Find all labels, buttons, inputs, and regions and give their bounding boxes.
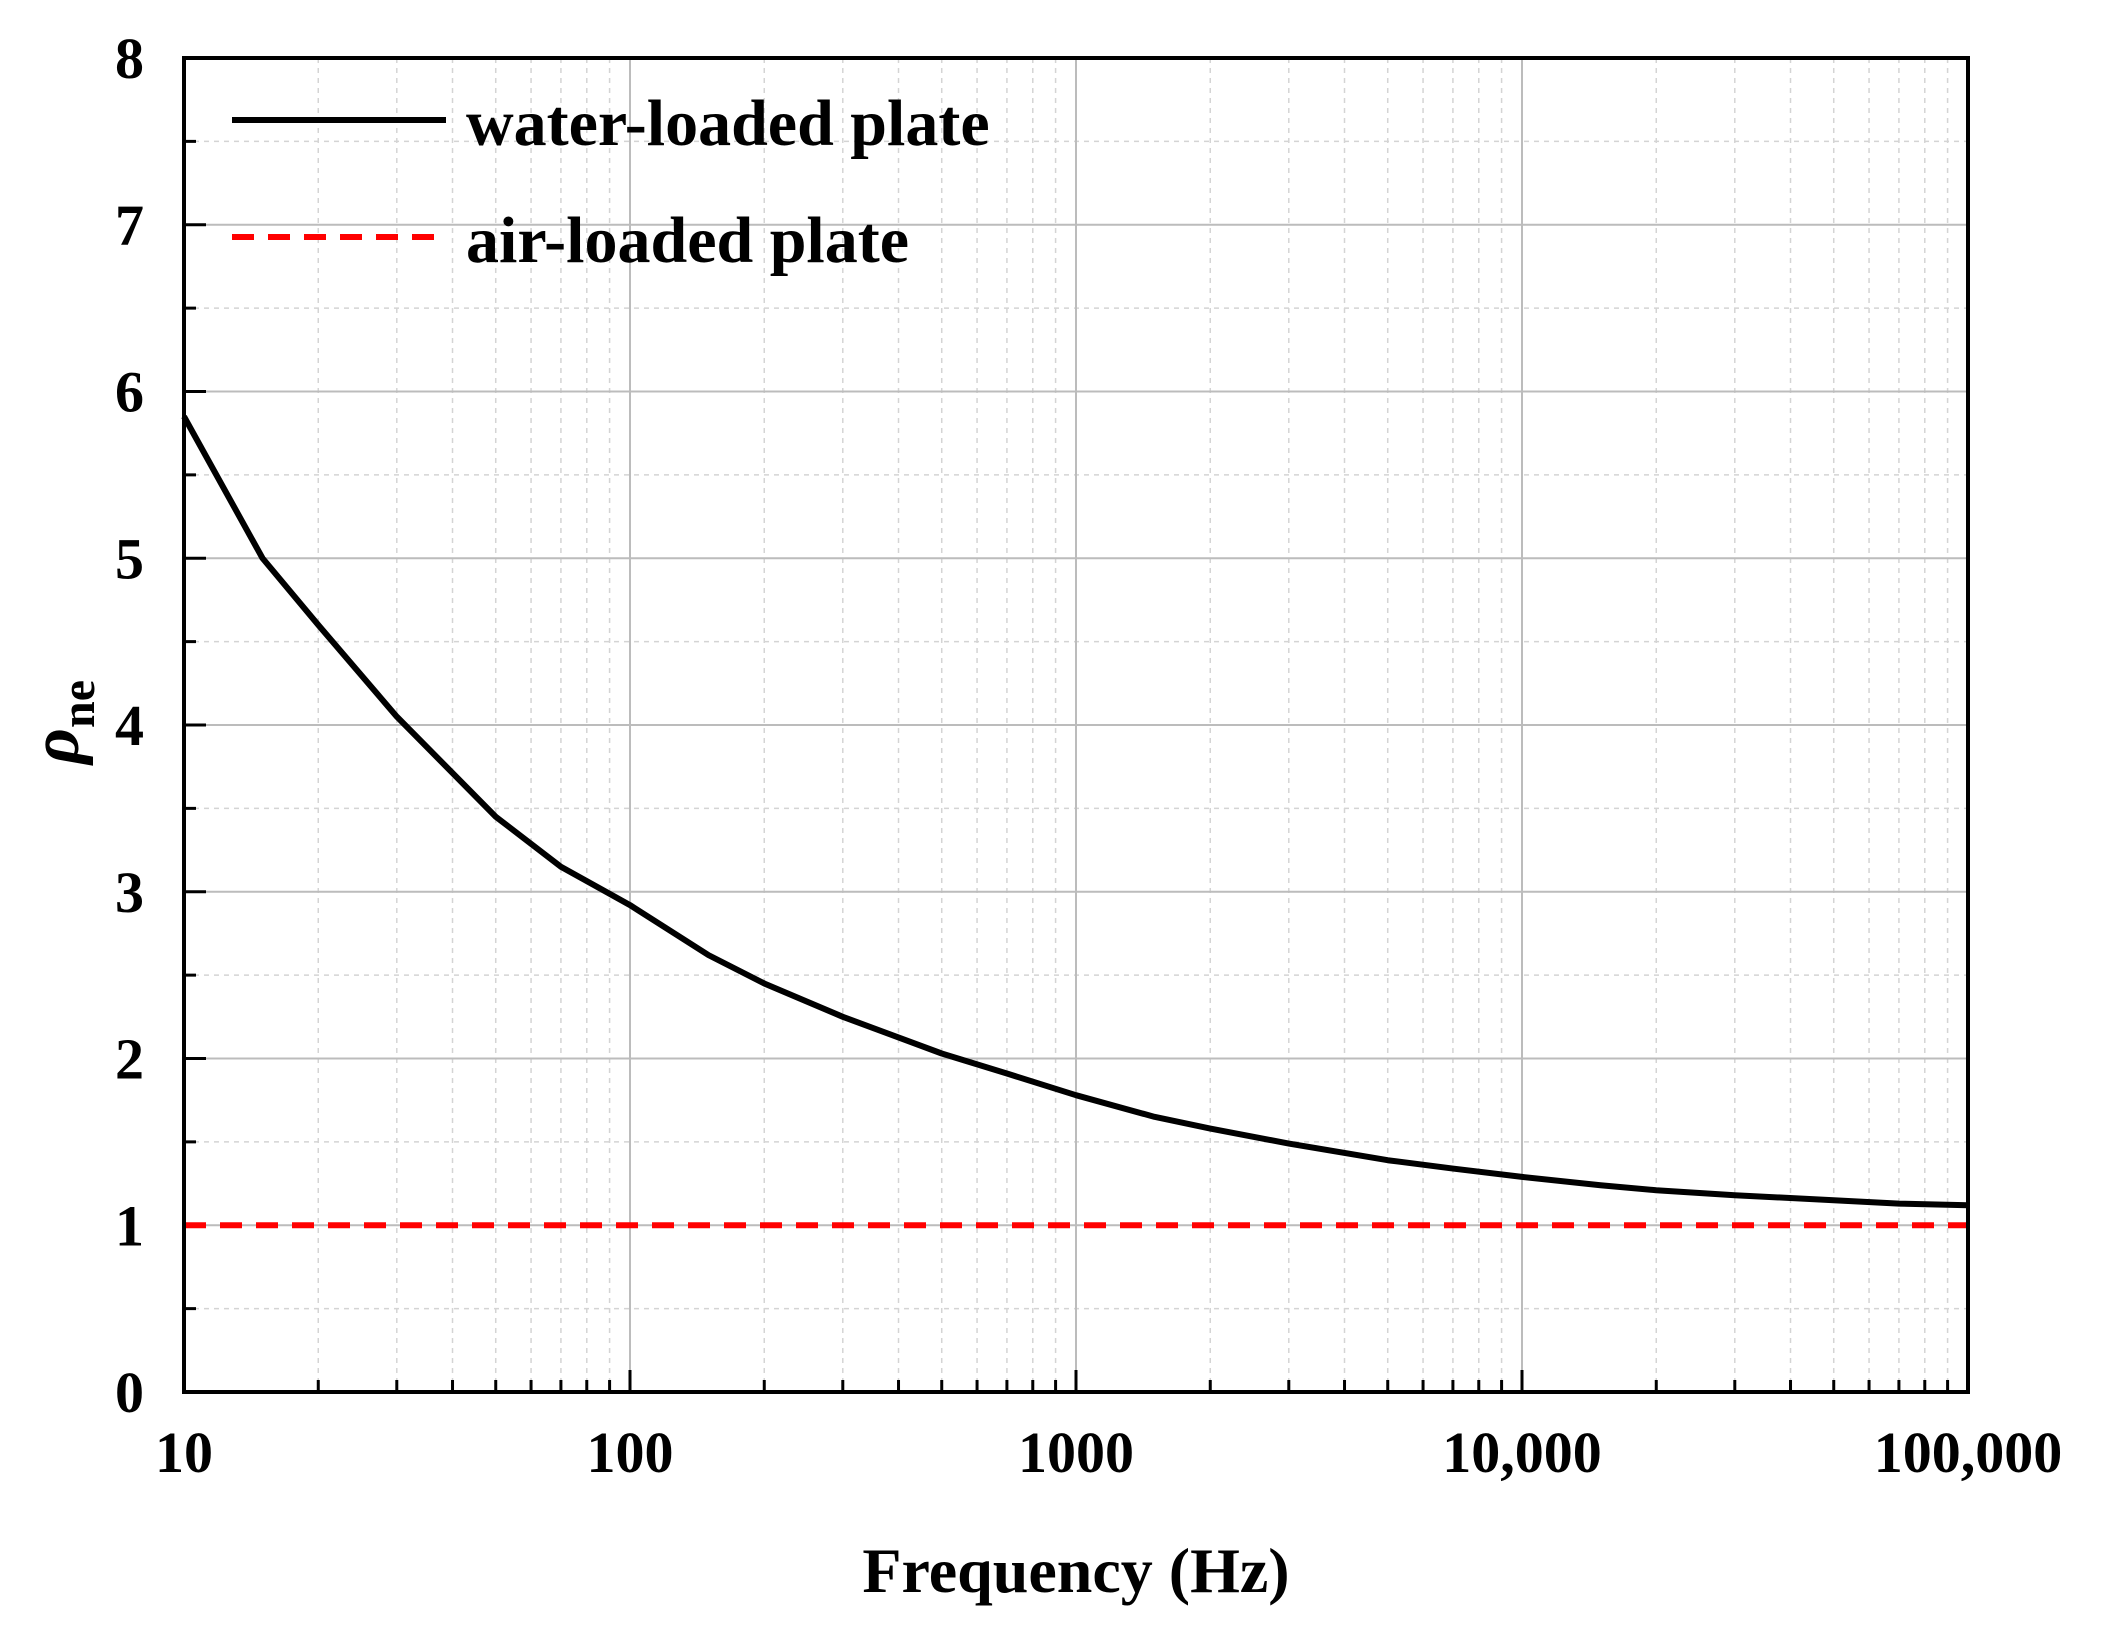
plot-frame xyxy=(182,56,1970,1394)
y-axis-title: ρne xyxy=(17,680,105,766)
y-tick-labels: 0 1 2 3 4 5 6 7 8 xyxy=(115,26,144,1425)
x-tick-label: 100,000 xyxy=(1874,1420,2063,1485)
y-tick-label: 8 xyxy=(115,26,144,91)
y-tick-label: 0 xyxy=(115,1360,144,1425)
x-tick-label: 10,000 xyxy=(1442,1420,1602,1485)
major-grid xyxy=(184,58,1968,1392)
y-tick-label: 7 xyxy=(115,193,144,258)
y-tick-label: 3 xyxy=(115,860,144,925)
y-tick-label: 6 xyxy=(115,360,144,425)
legend-label-water-loaded-plate: water-loaded plate xyxy=(466,87,990,160)
y-tick-label: 1 xyxy=(115,1193,144,1258)
legend-label-air-loaded-plate: air-loaded plate xyxy=(466,204,909,277)
legend: water-loaded plate air-loaded plate xyxy=(232,87,990,277)
x-tick-labels: 10 100 1000 10,000 100,000 xyxy=(155,1420,2062,1485)
y-tick-label: 4 xyxy=(115,693,144,758)
y-tick-label: 2 xyxy=(115,1027,144,1092)
x-axis-title: Frequency (Hz) xyxy=(862,1535,1289,1606)
series-layer xyxy=(181,415,1969,1229)
x-tick-label: 100 xyxy=(587,1420,674,1485)
series-line-water-loaded-plate xyxy=(181,415,1969,1209)
y-tick-label: 5 xyxy=(115,526,144,591)
y-axis-symbol: ρ xyxy=(17,728,94,766)
y-axis-subscript: ne xyxy=(52,680,105,728)
x-tick-label: 10 xyxy=(155,1420,213,1485)
x-tick-label: 1000 xyxy=(1018,1420,1134,1485)
